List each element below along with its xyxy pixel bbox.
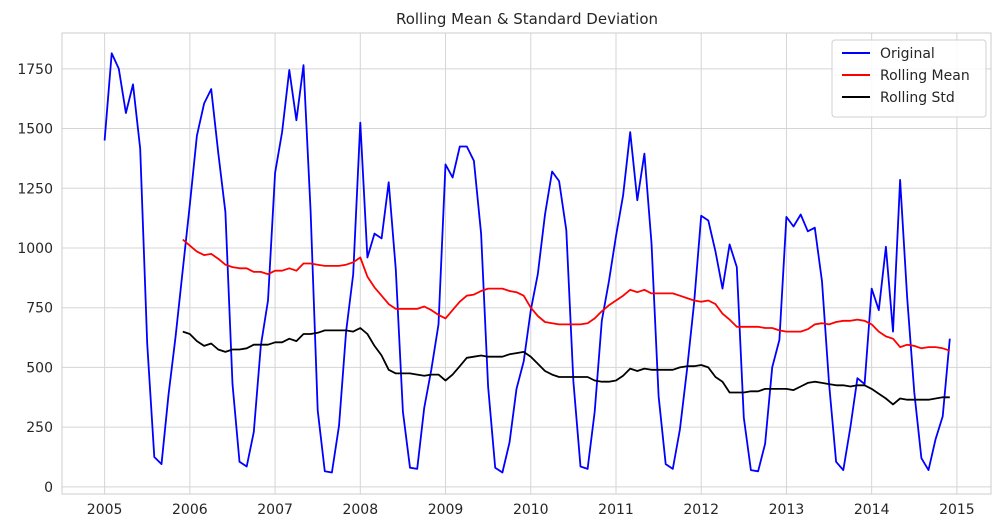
series-line-rolling-mean bbox=[182, 238, 951, 352]
y-tick-label: 500 bbox=[26, 360, 53, 376]
x-tick-label: 2012 bbox=[683, 502, 719, 518]
x-tick-label: 2010 bbox=[513, 502, 549, 518]
legend-box bbox=[831, 39, 987, 118]
y-tick-label: 250 bbox=[26, 420, 53, 436]
x-tick-label: 2009 bbox=[428, 502, 464, 518]
x-tick-label: 2008 bbox=[342, 502, 378, 518]
x-tick-label: 2013 bbox=[769, 502, 805, 518]
legend: Original Rolling Mean Rolling Std bbox=[831, 39, 987, 118]
y-tick-label: 0 bbox=[44, 480, 53, 496]
legend-label-original: Original bbox=[880, 46, 935, 62]
series-line-original bbox=[103, 52, 951, 474]
y-tick-label: 1000 bbox=[17, 241, 53, 257]
x-tick-label: 2014 bbox=[854, 502, 890, 518]
y-tick-label: 750 bbox=[26, 301, 53, 317]
chart-title: Rolling Mean & Standard Deviation bbox=[396, 10, 658, 28]
y-tick-label: 1250 bbox=[17, 181, 53, 197]
x-tick-label: 2005 bbox=[87, 502, 123, 518]
y-tick-label: 1500 bbox=[17, 122, 53, 138]
x-axis-ticks: 2005 2006 2007 2008 2009 2010 2011 2012 2013 2014… bbox=[87, 502, 975, 518]
legend-label-rolling-mean: Rolling Mean bbox=[880, 68, 970, 84]
x-tick-label: 2006 bbox=[172, 502, 208, 518]
series-lines bbox=[103, 52, 951, 474]
x-tick-label: 2015 bbox=[939, 502, 975, 518]
x-tick-label: 2007 bbox=[257, 502, 293, 518]
y-axis-ticks: 0 250 500 750 1000 1250 1500 1750 bbox=[17, 62, 53, 496]
plot-area-frame bbox=[61, 32, 992, 495]
series-line-rolling-std bbox=[182, 327, 950, 406]
x-tick-label: 2011 bbox=[598, 502, 634, 518]
y-tick-label: 1750 bbox=[17, 62, 53, 78]
legend-label-rolling-std: Rolling Std bbox=[880, 90, 955, 106]
